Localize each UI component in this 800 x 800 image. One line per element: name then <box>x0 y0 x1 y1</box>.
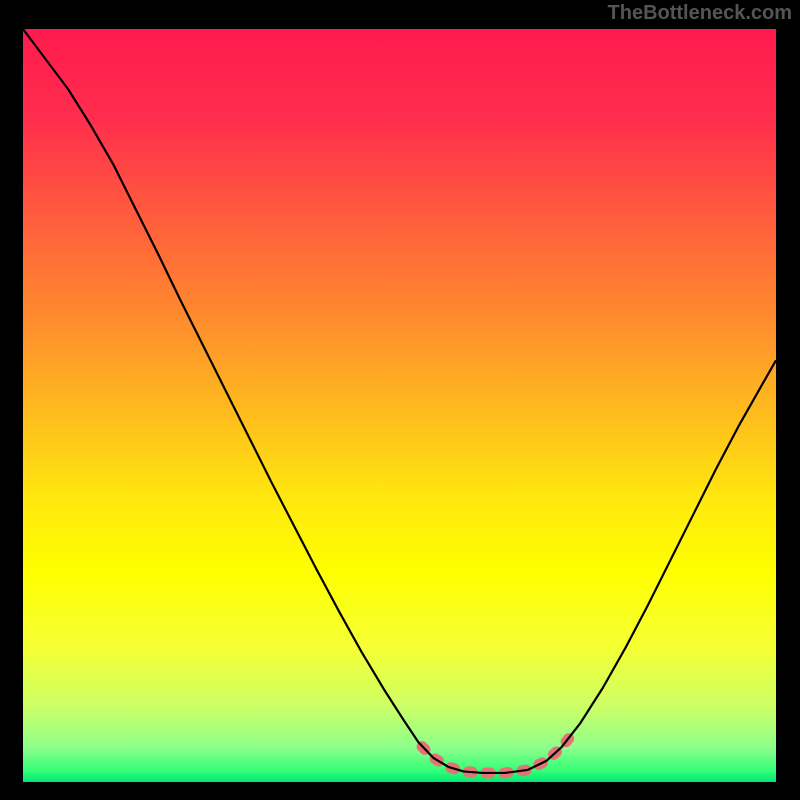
gradient-background <box>23 29 776 782</box>
chart-svg <box>23 29 776 782</box>
watermark-text: TheBottleneck.com <box>608 2 792 25</box>
bottleneck-chart <box>23 29 776 782</box>
